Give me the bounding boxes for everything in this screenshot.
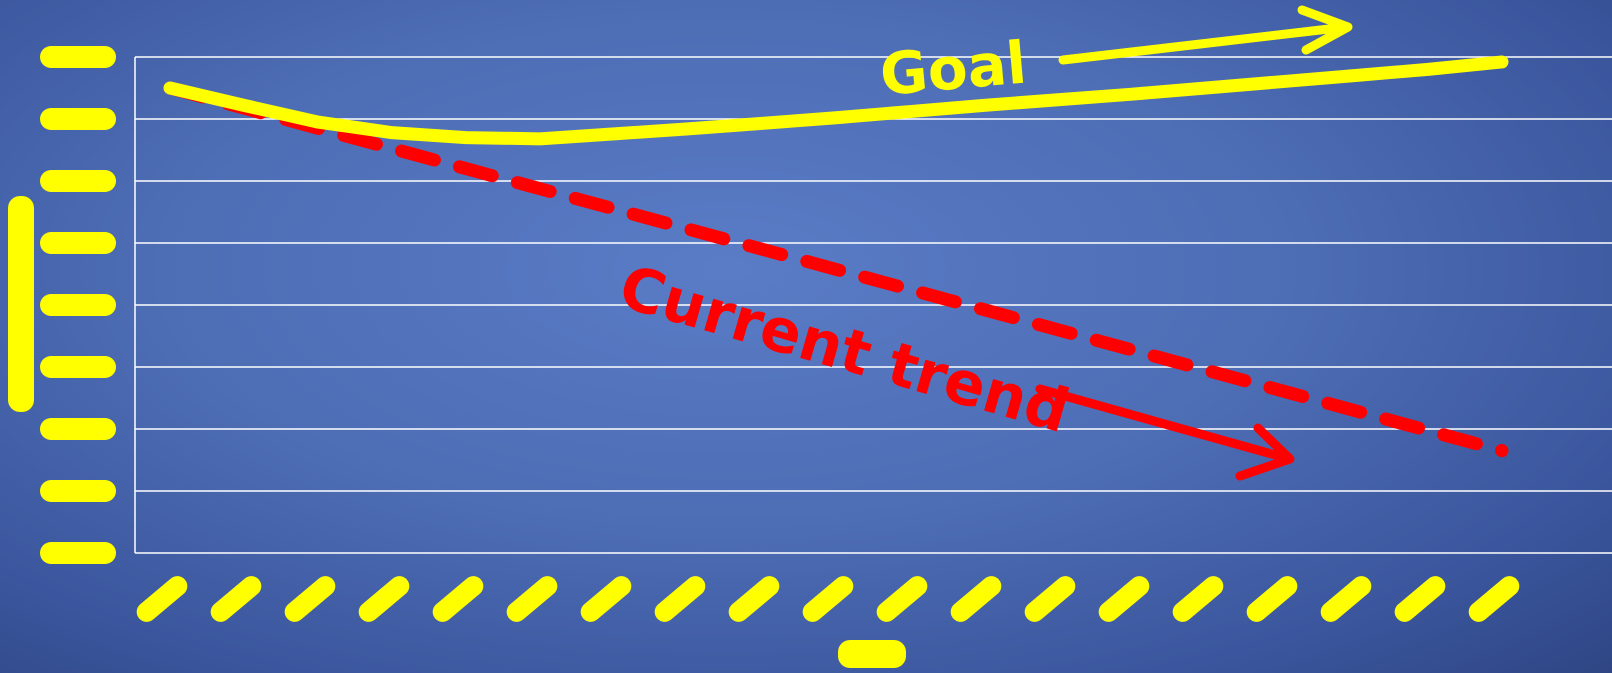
series-layer [163,55,1509,458]
goal-annotation-label: Goal [877,28,1029,109]
y-tick-label [40,480,116,502]
axis-titles [8,196,906,668]
x-tick-label [654,576,706,622]
x-tick-label [950,576,1002,622]
grid-lines [134,56,1612,554]
x-tick-label [284,576,336,622]
x-tick-label [358,576,410,622]
current-trend-annotation-label: Current trend [612,252,1077,447]
x-tick-label [1098,576,1150,622]
x-tick-label [1246,576,1298,622]
y-tick-label [40,294,116,316]
y-tick-label [40,108,116,130]
goal-series-line [163,55,1509,146]
y-tick-label [40,232,116,254]
x-tick-label [1024,576,1076,622]
goal-arrow-icon [1058,22,1351,65]
x-tick-label [876,576,928,622]
x-axis-title [838,640,906,668]
x-tick-label [432,576,484,622]
y-tick-label [40,46,116,68]
x-tick-label [1172,576,1224,622]
x-tick-label [580,576,632,622]
x-tick-label [802,576,854,622]
trend-arrowhead-icon [1235,423,1295,481]
x-tick-label [1468,576,1520,622]
x-tick-label [210,576,262,622]
x-tick-label [136,576,188,622]
y-tick-labels [40,46,116,564]
y-tick-label [40,418,116,440]
trend-arrow-icon [1035,384,1291,463]
x-tick-label [506,576,558,622]
y-axis-title [8,196,34,412]
x-tick-label [1320,576,1372,622]
y-tick-label [40,356,116,378]
x-tick-label [728,576,780,622]
y-tick-label [40,170,116,192]
y-tick-label [40,542,116,564]
current-trend-series-line [163,81,1509,458]
x-tick-labels [136,576,1520,622]
goal-arrowhead-icon [1297,5,1353,55]
x-tick-label [1394,576,1446,622]
